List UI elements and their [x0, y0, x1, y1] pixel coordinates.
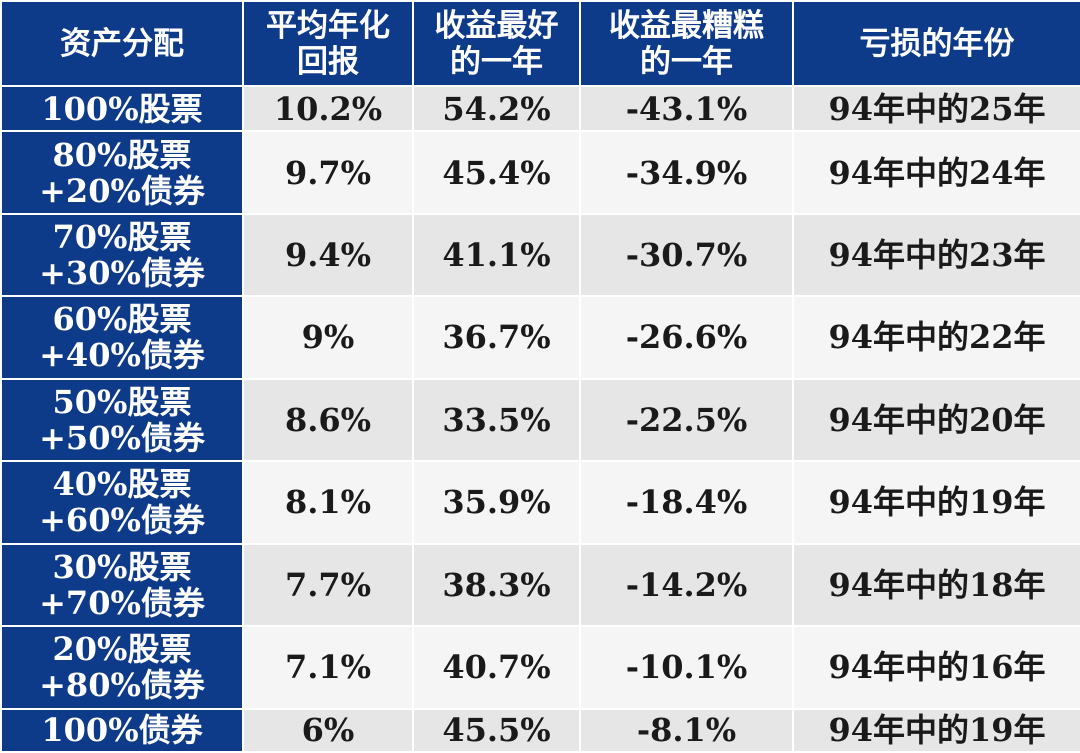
- allocation-cell: 100%债券: [0, 707, 244, 753]
- allocation-line: +50%债券: [39, 418, 205, 457]
- worst-year-cell: -18.4%: [579, 460, 794, 545]
- allocation-cell: 80%股票 +20%债券: [0, 130, 244, 215]
- allocation-line: 50%股票: [52, 382, 192, 421]
- loss-years-cell: 94年中的23年: [792, 212, 1080, 298]
- table-row: 20%股票 +80%债券 7.1% 40.7% -10.1% 94年中的16年: [0, 625, 1080, 710]
- table-body: 100%股票 10.2% 54.2% -43.1% 94年中的25年 80%股票 +20%债…: [0, 84, 1080, 753]
- header-loss-years: 亏损的年份: [792, 0, 1080, 87]
- table-row: 30%股票 +70%债券 7.7% 38.3% -14.2% 94年中的18年: [0, 542, 1080, 628]
- header-worst-year-line: 收益最糟糕: [609, 7, 764, 44]
- worst-year-cell: -22.5%: [579, 377, 794, 463]
- loss-years-cell: 94年中的22年: [792, 295, 1080, 380]
- allocation-line: 100%债券: [41, 711, 203, 750]
- allocation-cell: 40%股票 +60%债券: [0, 460, 244, 545]
- best-year-cell: 38.3%: [412, 542, 581, 628]
- best-year-cell: 36.7%: [412, 295, 581, 380]
- allocation-line: +30%债券: [39, 253, 205, 292]
- avg-return-cell: 7.7%: [242, 542, 414, 628]
- table-row: 70%股票 +30%债券 9.4% 41.1% -30.7% 94年中的23年: [0, 212, 1080, 298]
- loss-years-cell: 94年中的19年: [792, 460, 1080, 545]
- allocation-line: +70%债券: [39, 583, 205, 622]
- allocation-line: 60%股票: [52, 300, 192, 339]
- header-allocation-line: 资产分配: [60, 25, 184, 62]
- worst-year-cell: -8.1%: [579, 707, 794, 753]
- avg-return-cell: 9.4%: [242, 212, 414, 298]
- best-year-cell: 45.4%: [412, 130, 581, 215]
- avg-return-cell: 9%: [242, 295, 414, 380]
- worst-year-cell: -26.6%: [579, 295, 794, 380]
- allocation-line: +20%债券: [39, 171, 205, 210]
- header-avg-return-line: 回报: [297, 43, 359, 80]
- worst-year-cell: -14.2%: [579, 542, 794, 628]
- header-row: 资产分配 平均年化 回报 收益最好 的一年 收益最糟糕 的一年 亏损的年份: [0, 0, 1080, 87]
- best-year-cell: 45.5%: [412, 707, 581, 753]
- loss-years-cell: 94年中的20年: [792, 377, 1080, 463]
- table-row: 50%股票 +50%债券 8.6% 33.5% -22.5% 94年中的20年: [0, 377, 1080, 463]
- header-avg-return-line: 平均年化: [266, 7, 390, 44]
- table-row: 60%股票 +40%债券 9% 36.7% -26.6% 94年中的22年: [0, 295, 1080, 380]
- table-row: 100%债券 6% 45.5% -8.1% 94年中的19年: [0, 707, 1080, 753]
- header-best-year-line: 收益最好: [434, 7, 559, 44]
- header-best-year-line: 的一年: [450, 43, 543, 80]
- avg-return-cell: 9.7%: [242, 130, 414, 215]
- header-avg-return: 平均年化 回报: [242, 0, 414, 87]
- allocation-line: 100%股票: [41, 89, 203, 128]
- header-worst-year: 收益最糟糕 的一年: [579, 0, 794, 87]
- allocation-line: +80%债券: [39, 666, 205, 705]
- table-row: 80%股票 +20%债券 9.7% 45.4% -34.9% 94年中的24年: [0, 130, 1080, 215]
- table-row: 40%股票 +60%债券 8.1% 35.9% -18.4% 94年中的19年: [0, 460, 1080, 545]
- header-allocation: 资产分配: [0, 0, 244, 87]
- header-worst-year-line: 的一年: [640, 43, 733, 80]
- loss-years-cell: 94年中的19年: [792, 707, 1080, 753]
- avg-return-cell: 10.2%: [242, 84, 414, 133]
- loss-years-cell: 94年中的25年: [792, 84, 1080, 133]
- best-year-cell: 35.9%: [412, 460, 581, 545]
- allocation-cell: 20%股票 +80%债券: [0, 625, 244, 710]
- avg-return-cell: 8.1%: [242, 460, 414, 545]
- allocation-cell: 60%股票 +40%债券: [0, 295, 244, 380]
- allocation-cell: 100%股票: [0, 84, 244, 133]
- allocation-line: 80%股票: [52, 135, 192, 174]
- allocation-cell: 50%股票 +50%债券: [0, 377, 244, 463]
- allocation-line: +60%债券: [39, 501, 205, 540]
- best-year-cell: 40.7%: [412, 625, 581, 710]
- worst-year-cell: -34.9%: [579, 130, 794, 215]
- avg-return-cell: 7.1%: [242, 625, 414, 710]
- allocation-line: 40%股票: [52, 465, 192, 504]
- allocation-cell: 70%股票 +30%债券: [0, 212, 244, 298]
- table-row: 100%股票 10.2% 54.2% -43.1% 94年中的25年: [0, 84, 1080, 133]
- allocation-line: 20%股票: [52, 630, 192, 669]
- header-best-year: 收益最好 的一年: [412, 0, 581, 87]
- allocation-line: 70%股票: [52, 217, 192, 256]
- avg-return-cell: 8.6%: [242, 377, 414, 463]
- worst-year-cell: -43.1%: [579, 84, 794, 133]
- worst-year-cell: -10.1%: [579, 625, 794, 710]
- best-year-cell: 41.1%: [412, 212, 581, 298]
- loss-years-cell: 94年中的16年: [792, 625, 1080, 710]
- best-year-cell: 33.5%: [412, 377, 581, 463]
- allocation-cell: 30%股票 +70%债券: [0, 542, 244, 628]
- allocation-line: 30%股票: [52, 547, 192, 586]
- best-year-cell: 54.2%: [412, 84, 581, 133]
- loss-years-cell: 94年中的18年: [792, 542, 1080, 628]
- worst-year-cell: -30.7%: [579, 212, 794, 298]
- loss-years-cell: 94年中的24年: [792, 130, 1080, 215]
- avg-return-cell: 6%: [242, 707, 414, 753]
- allocation-line: +40%债券: [39, 336, 205, 375]
- header-loss-years-line: 亏损的年份: [859, 25, 1015, 62]
